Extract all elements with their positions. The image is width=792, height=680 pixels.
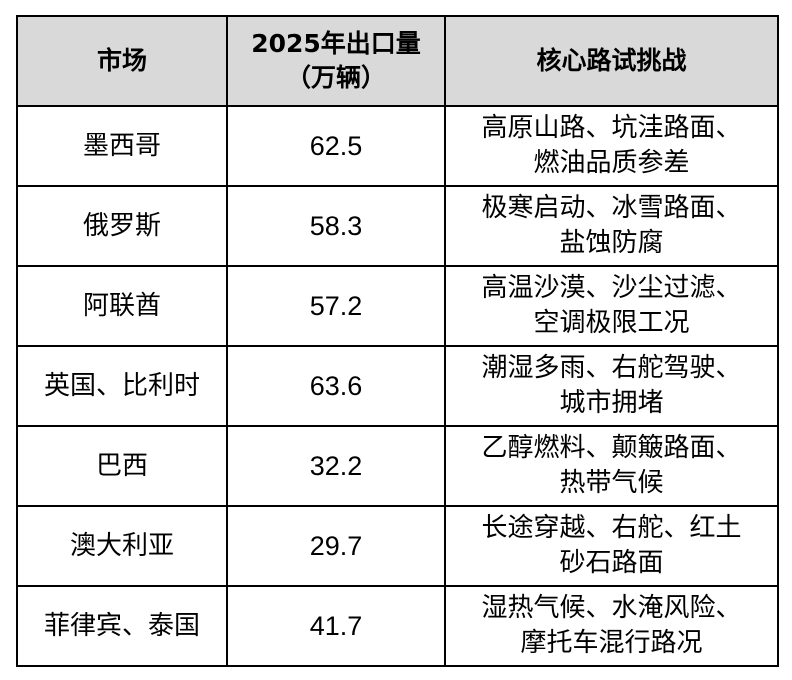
challenge-cell: 潮湿多雨、右舵驾驶、 城市拥堵 xyxy=(444,345,779,427)
table-header: 市场 2025年出口量 （万辆） 核心路试挑战 xyxy=(16,15,779,107)
market-cell: 菲律宾、泰国 xyxy=(16,585,228,667)
exports-cell: 32.2 xyxy=(226,425,446,507)
table-row: 澳大利亚 29.7 长途穿越、右舵、红土 砂石路面 xyxy=(16,505,779,587)
challenge-line: 长途穿越、右舵、红土 xyxy=(481,513,742,543)
challenge-line: 砂石路面 xyxy=(559,548,664,578)
table-row: 英国、比利时 63.6 潮湿多雨、右舵驾驶、 城市拥堵 xyxy=(16,345,779,427)
challenge-line: 乙醇燃料、颠簸路面、 xyxy=(481,433,742,463)
table-row: 俄罗斯 58.3 极寒启动、冰雪路面、 盐蚀防腐 xyxy=(16,185,779,267)
header-row: 市场 2025年出口量 （万辆） 核心路试挑战 xyxy=(16,15,779,107)
market-table: 市场 2025年出口量 （万辆） 核心路试挑战 墨西哥 62.5 高原山路、坑洼… xyxy=(16,15,779,667)
challenge-cell: 高温沙漠、沙尘过滤、 空调极限工况 xyxy=(444,265,779,347)
challenge-line: 潮湿多雨、右舵驾驶、 xyxy=(481,353,742,383)
challenge-line: 湿热气候、水淹风险、 xyxy=(481,593,742,623)
challenge-line: 高原山路、坑洼路面、 xyxy=(481,113,742,143)
exports-cell: 62.5 xyxy=(226,105,446,187)
challenge-line: 极寒启动、冰雪路面、 xyxy=(481,193,742,223)
exports-cell: 29.7 xyxy=(226,505,446,587)
market-cell: 阿联酋 xyxy=(16,265,228,347)
header-exports-line2: （万辆） xyxy=(285,63,386,92)
challenge-line: 空调极限工况 xyxy=(533,308,690,338)
challenge-cell: 乙醇燃料、颠簸路面、 热带气候 xyxy=(444,425,779,507)
challenge-line: 摩托车混行路况 xyxy=(520,628,703,658)
header-exports-line1: 2025年出口量 xyxy=(251,29,421,58)
market-cell: 巴西 xyxy=(16,425,228,507)
exports-cell: 57.2 xyxy=(226,265,446,347)
table-row: 阿联酋 57.2 高温沙漠、沙尘过滤、 空调极限工况 xyxy=(16,265,779,347)
market-cell: 墨西哥 xyxy=(16,105,228,187)
table-row: 墨西哥 62.5 高原山路、坑洼路面、 燃油品质参差 xyxy=(16,105,779,187)
market-cell: 俄罗斯 xyxy=(16,185,228,267)
market-cell: 英国、比利时 xyxy=(16,345,228,427)
table-row: 巴西 32.2 乙醇燃料、颠簸路面、 热带气候 xyxy=(16,425,779,507)
exports-cell: 63.6 xyxy=(226,345,446,427)
exports-cell: 41.7 xyxy=(226,585,446,667)
challenge-line: 燃油品质参差 xyxy=(533,148,690,178)
challenge-line: 盐蚀防腐 xyxy=(559,228,664,258)
header-market: 市场 xyxy=(16,15,228,107)
challenge-line: 城市拥堵 xyxy=(559,388,664,418)
challenge-cell: 长途穿越、右舵、红土 砂石路面 xyxy=(444,505,779,587)
table-row: 菲律宾、泰国 41.7 湿热气候、水淹风险、 摩托车混行路况 xyxy=(16,585,779,667)
challenge-line: 热带气候 xyxy=(559,468,664,498)
header-challenges: 核心路试挑战 xyxy=(444,15,779,107)
header-exports: 2025年出口量 （万辆） xyxy=(226,15,446,107)
challenge-line: 高温沙漠、沙尘过滤、 xyxy=(481,273,742,303)
challenge-cell: 极寒启动、冰雪路面、 盐蚀防腐 xyxy=(444,185,779,267)
exports-cell: 58.3 xyxy=(226,185,446,267)
challenge-cell: 湿热气候、水淹风险、 摩托车混行路况 xyxy=(444,585,779,667)
market-cell: 澳大利亚 xyxy=(16,505,228,587)
challenge-cell: 高原山路、坑洼路面、 燃油品质参差 xyxy=(444,105,779,187)
table-body: 墨西哥 62.5 高原山路、坑洼路面、 燃油品质参差 俄罗斯 58.3 极寒启动… xyxy=(16,105,779,667)
